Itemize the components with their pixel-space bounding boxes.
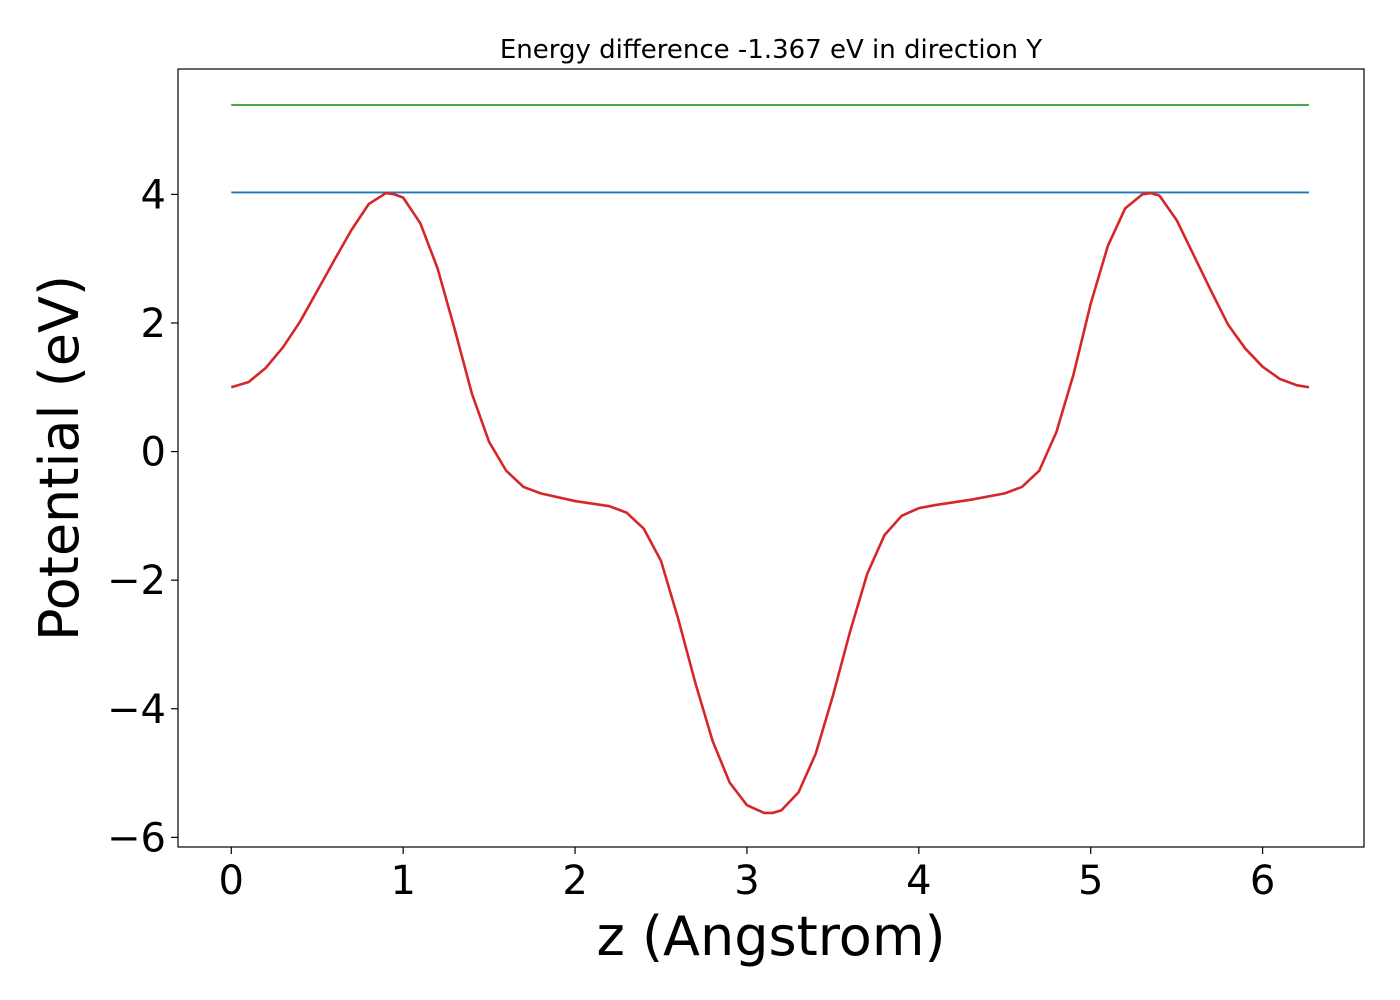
x-tick-label: 0 <box>219 858 244 904</box>
x-axis-label: z (Angstrom) <box>596 905 945 968</box>
y-tick-label: 0 <box>141 430 166 476</box>
x-tick-label: 3 <box>734 858 759 904</box>
x-axis-ticks: 0 1 2 3 4 5 6 <box>219 847 1275 904</box>
plot-frame <box>177 68 1365 848</box>
x-tick-label: 5 <box>1078 858 1103 904</box>
y-tick-label: −4 <box>107 687 166 733</box>
series-layer <box>230 104 1310 815</box>
y-axis-ticks: −6 −4 −2 0 2 4 <box>107 172 178 861</box>
y-tick-label: 2 <box>141 301 166 347</box>
y-axis-label: Potential (eV) <box>28 275 91 641</box>
x-tick-label: 2 <box>562 858 587 904</box>
x-tick-label: 1 <box>390 858 415 904</box>
y-tick-label: −6 <box>107 815 166 861</box>
series-line-2 <box>230 191 1310 815</box>
y-tick-label: −2 <box>107 558 166 604</box>
x-tick-label: 4 <box>906 858 931 904</box>
chart-title: Energy difference -1.367 eV in direction… <box>500 35 1042 65</box>
y-tick-label: 4 <box>141 172 166 218</box>
x-tick-label: 6 <box>1250 858 1275 904</box>
